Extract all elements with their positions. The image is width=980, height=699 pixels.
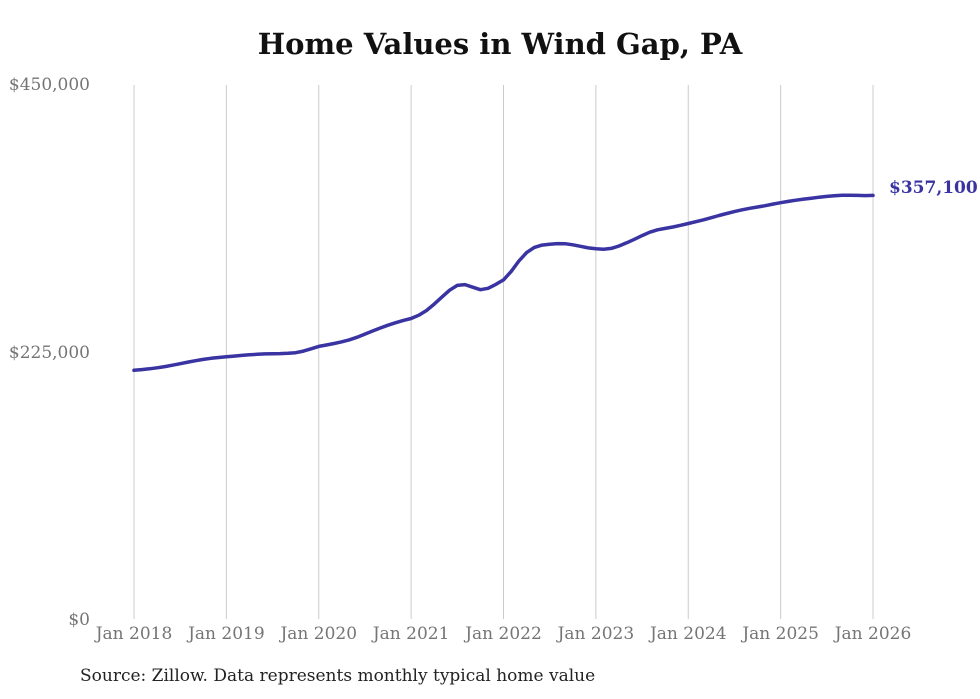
- y-tick-label: $225,000: [8, 342, 90, 363]
- x-tick-label: Jan 2020: [280, 624, 358, 644]
- x-tick-label: Jan 2023: [557, 624, 635, 644]
- y-tick-label: $0: [68, 610, 90, 630]
- latest-value-label: $357,100: [889, 178, 978, 198]
- x-tick-label: Jan 2021: [372, 624, 450, 644]
- x-tick-label: Jan 2024: [649, 624, 727, 644]
- x-tick-label: Jan 2022: [465, 624, 542, 644]
- x-tick-label: Jan 2019: [188, 624, 265, 644]
- source-note: Source: Zillow. Data represents monthly …: [80, 666, 596, 686]
- x-tick-label: Jan 2018: [95, 624, 173, 644]
- chart-title: Home Values in Wind Gap, PA: [257, 27, 743, 61]
- home-value-line: [132, 193, 875, 373]
- x-tick-label: Jan 2025: [742, 624, 819, 644]
- y-tick-label: $450,000: [8, 75, 90, 95]
- x-tick-label: Jan 2026: [834, 624, 912, 644]
